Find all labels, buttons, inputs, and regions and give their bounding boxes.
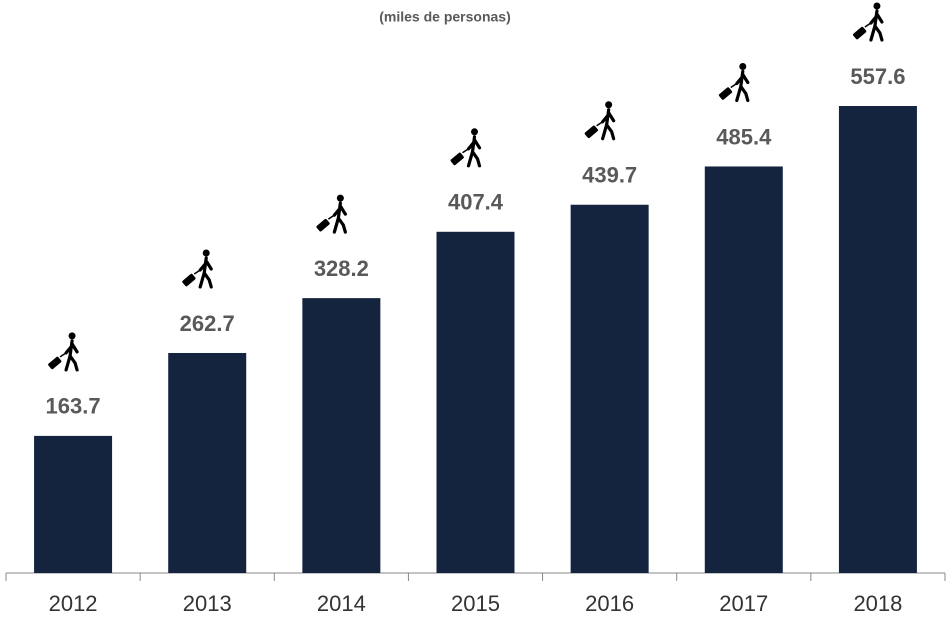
icon-body bbox=[735, 69, 750, 103]
x-tick-label: 2015 bbox=[451, 591, 500, 616]
icon-head bbox=[336, 194, 344, 202]
icon-body bbox=[869, 9, 884, 42]
bar bbox=[436, 231, 515, 573]
icon-suitcase bbox=[450, 152, 464, 166]
icon-body bbox=[466, 135, 482, 168]
traveler-icon bbox=[316, 194, 347, 234]
x-tick-label: 2018 bbox=[853, 591, 902, 616]
value-label: 485.4 bbox=[716, 124, 772, 149]
icon-head bbox=[68, 332, 76, 340]
chart-subtitle: (miles de personas) bbox=[379, 9, 511, 25]
x-tick-label: 2017 bbox=[719, 591, 768, 616]
traveler-icon bbox=[182, 249, 213, 289]
x-tick-label: 2014 bbox=[317, 591, 366, 616]
icon-suitcase bbox=[853, 26, 867, 40]
icon-suitcase bbox=[316, 218, 330, 232]
traveler-icon bbox=[450, 128, 482, 168]
icon-suitcase bbox=[584, 125, 598, 139]
icon-body bbox=[332, 201, 347, 234]
value-label: 262.7 bbox=[180, 311, 235, 336]
icon-handle bbox=[730, 82, 738, 89]
icon-suitcase bbox=[48, 356, 62, 370]
icon-head bbox=[605, 101, 613, 109]
value-label: 163.7 bbox=[46, 394, 101, 419]
x-tick-label: 2013 bbox=[183, 591, 232, 616]
bar bbox=[570, 204, 649, 574]
traveler-icon bbox=[718, 62, 750, 103]
x-tick-label: 2012 bbox=[49, 591, 98, 616]
icon-handle bbox=[59, 352, 67, 358]
bar bbox=[838, 106, 917, 573]
icon-handle bbox=[327, 214, 335, 220]
icon-suitcase bbox=[718, 87, 733, 100]
traveler-icon bbox=[853, 2, 884, 42]
icon-body bbox=[198, 256, 213, 289]
bar bbox=[704, 166, 783, 573]
icon-body bbox=[601, 108, 616, 141]
traveler-icon bbox=[48, 332, 79, 372]
icon-handle bbox=[864, 22, 872, 28]
value-label: 439.7 bbox=[582, 163, 637, 188]
bar bbox=[168, 352, 247, 573]
icon-head bbox=[739, 62, 747, 70]
value-label: 557.6 bbox=[850, 64, 905, 89]
icon-handle bbox=[193, 269, 201, 275]
value-label: 407.4 bbox=[448, 190, 504, 215]
icon-head bbox=[202, 249, 210, 257]
icon-body bbox=[64, 339, 79, 372]
traveler-icon bbox=[584, 101, 616, 141]
value-label: 328.2 bbox=[314, 256, 369, 281]
icon-handle bbox=[596, 121, 604, 127]
x-tick-label: 2016 bbox=[585, 591, 634, 616]
icon-head bbox=[873, 2, 881, 10]
icon-suitcase bbox=[182, 273, 196, 287]
icon-head bbox=[471, 128, 478, 136]
icon-handle bbox=[462, 148, 469, 154]
bar bbox=[34, 435, 113, 573]
bar bbox=[302, 298, 381, 573]
